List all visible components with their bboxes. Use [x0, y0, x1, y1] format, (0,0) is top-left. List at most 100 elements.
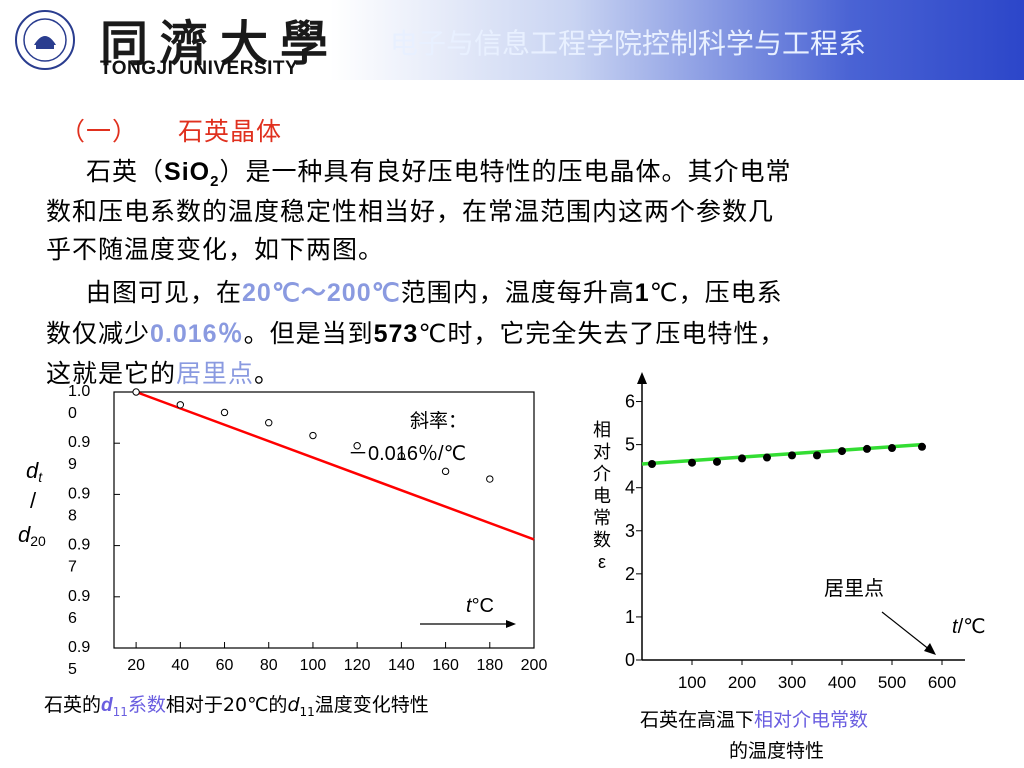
left-chart-caption: 石英的d11系数相对于20℃的d11温度变化特性 [44, 690, 429, 719]
y-axis-label-char: 介 [593, 464, 611, 484]
y-tick-label: 1.0 [68, 383, 90, 400]
data-point [788, 451, 796, 460]
text-span: ）是一种具有良好压电特性的压电晶体。其介电常 [219, 157, 792, 186]
text-span: 这就是它的 [46, 359, 177, 388]
data-point [688, 458, 696, 467]
data-point [176, 401, 185, 409]
formula: SiO2 [164, 158, 219, 190]
x-tick-label: 40 [171, 657, 189, 674]
decrease-value: 0.016％ [150, 320, 244, 348]
y-tick-label: 0.9 [68, 537, 90, 554]
curie-point-label: 居里点 [824, 577, 884, 600]
university-seal-icon [15, 10, 75, 70]
text-span: 石英（ [86, 157, 165, 186]
y-tick-label: 4 [625, 478, 635, 498]
slope-annotation-1: 斜率： [410, 410, 467, 432]
x-tick-label: 600 [928, 673, 956, 692]
header-gradient [330, 0, 1024, 80]
data-point [738, 454, 746, 463]
x-tick-label: 400 [828, 673, 856, 692]
ylabel-slash: / [30, 488, 37, 513]
y-tick-label: 7 [68, 559, 77, 576]
header-bar: 同濟大學 TONGJI UNIVERSITY 电子与信息工程学院控制科学与工程系 [0, 0, 1024, 80]
y-tick-label: 2 [625, 564, 635, 584]
text-span: 由图可见，在 [86, 278, 243, 307]
t-unit: /℃ [958, 616, 986, 638]
right-chart-caption-line2: 的温度特性 [729, 740, 825, 762]
text-span: 11 [112, 704, 128, 719]
data-point [888, 444, 896, 453]
y-axis-label-char: 对 [593, 442, 611, 462]
data-point [220, 408, 229, 417]
x-tick-label: 100 [300, 657, 327, 674]
ylabel-d: d [18, 522, 31, 547]
data-point [397, 452, 406, 460]
text-span: 石英的 [44, 694, 102, 716]
y-tick-label: 9 [68, 456, 77, 473]
y-tick-label: 0.9 [68, 588, 90, 605]
y-axis-label-char: ε [598, 552, 606, 572]
data-point [353, 442, 361, 450]
temperature-range: 20℃～200℃ [242, 279, 401, 307]
logo-english: TONGJI UNIVERSITY [100, 58, 299, 79]
data-point [813, 451, 821, 460]
paragraph1-line1: 石英（SiO2）是一种具有良好压电特性的压电晶体。其介电常 [86, 152, 791, 190]
fit-line [135, 390, 535, 541]
y-axis-label-char: 相 [593, 420, 611, 440]
text-span: 。 [254, 359, 281, 388]
data-point [441, 467, 450, 476]
y-axis-arrow [637, 372, 647, 384]
text-span: ℃，压电系 [649, 278, 783, 307]
x-tick-label: 60 [216, 657, 234, 674]
x-tick-label: 160 [432, 657, 459, 674]
slope-annotation-2: －0.016％/℃ [348, 443, 466, 465]
y-tick-label: 0.9 [68, 434, 90, 451]
x-tick-label: 100 [678, 673, 706, 692]
section-number: （一） [60, 117, 139, 146]
x-tick-label: 20 [127, 657, 145, 674]
data-point [486, 475, 494, 483]
ylabel-dt: dt [26, 458, 43, 485]
ylabel-d20: d20 [18, 522, 46, 549]
t-axis-label: t°C [466, 595, 494, 617]
fit-line [641, 442, 923, 466]
x-tick-label: 200 [521, 657, 548, 674]
text-span: d [101, 695, 113, 716]
x-tick-label: 180 [476, 657, 503, 674]
data-point [713, 457, 721, 466]
text-span: 相对于20℃的 [165, 694, 288, 716]
formula-base: SiO [164, 158, 211, 186]
y-tick-label: 0.9 [68, 639, 90, 656]
y-axis-label-char: 常 [593, 508, 611, 528]
data-point [918, 442, 926, 451]
data-point [838, 447, 846, 456]
y-tick-label: 5 [625, 435, 635, 455]
x-tick-label: 500 [878, 673, 906, 692]
data-point [648, 460, 656, 468]
y-tick-label: 3 [625, 521, 635, 541]
text-span: 。但是当到 [243, 319, 374, 348]
department-title: 电子与信息工程学院控制科学与工程系 [390, 27, 867, 60]
t-symbol: t [466, 595, 473, 617]
t-symbol: t [952, 616, 959, 638]
ylabel-d: d [26, 458, 39, 483]
ylabel-sub-20: 20 [30, 533, 46, 549]
formula-sub: 2 [210, 173, 220, 190]
text-span: 11 [299, 704, 315, 719]
logo-chinese: 同濟大學 [100, 16, 341, 72]
t-unit: °C [472, 595, 494, 617]
ylabel-sub-t: t [38, 469, 43, 485]
paragraph2-line1: 由图可见，在20℃～200℃范围内，温度每升高1℃，压电系 [86, 273, 783, 309]
x-tick-label: 120 [344, 657, 371, 674]
y-tick-label: 0.9 [68, 485, 90, 502]
y-tick-label: 1 [625, 607, 635, 627]
paragraph1-line3: 乎不随温度变化，如下两图。 [46, 235, 385, 264]
curie-temperature: 573 [373, 320, 419, 348]
text-span: d [287, 694, 300, 716]
data-point [863, 444, 871, 453]
data-point [763, 453, 771, 462]
text-span: 温度变化特性 [314, 694, 429, 716]
y-axis-label-char: 电 [593, 486, 611, 506]
y-tick-label: 8 [68, 507, 77, 524]
